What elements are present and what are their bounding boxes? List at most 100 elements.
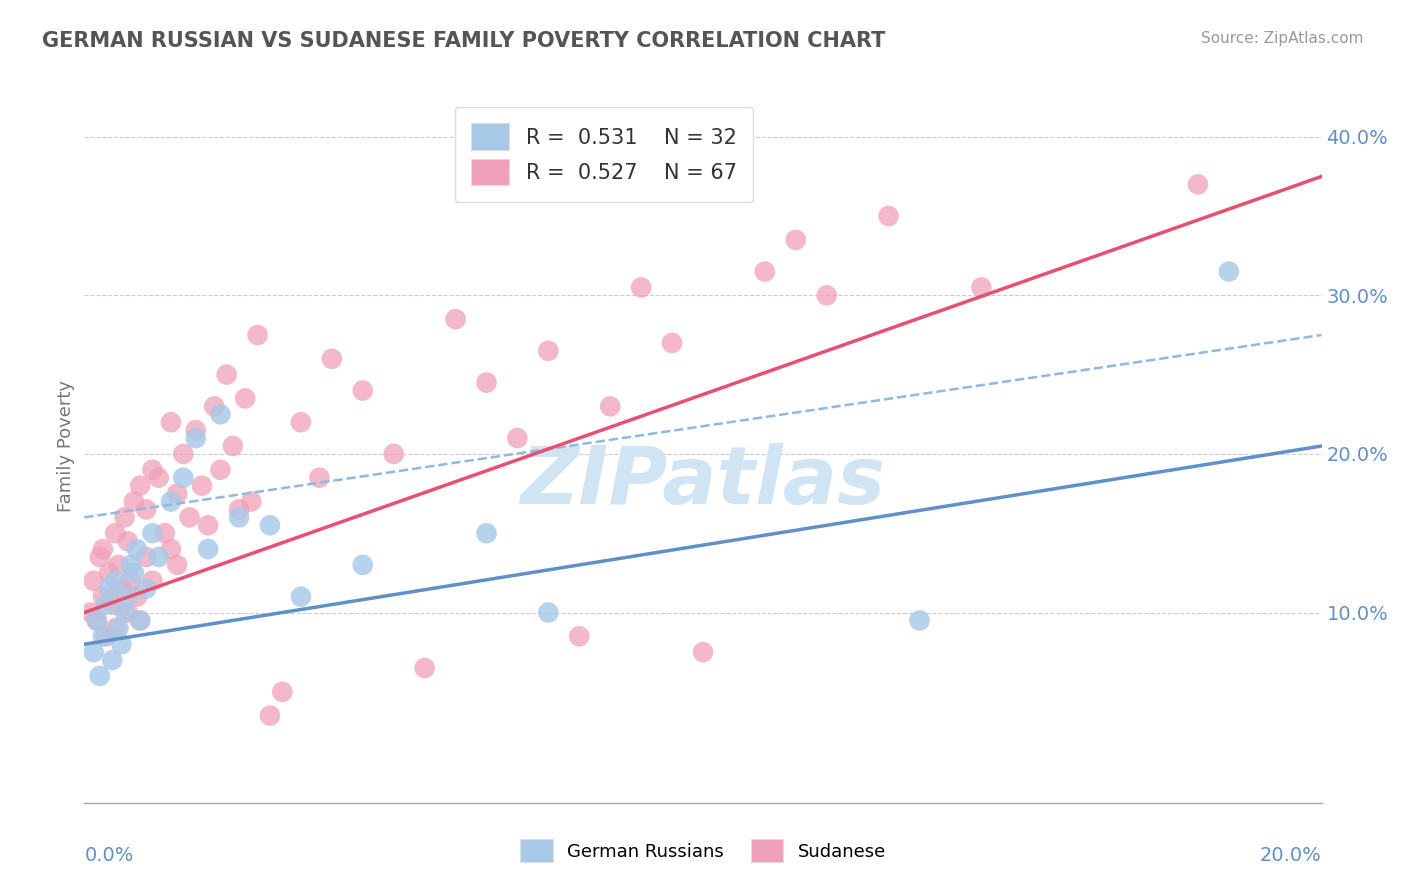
Point — [122, 566, 145, 580]
Point — [290, 415, 312, 429]
Point — [166, 558, 188, 572]
Legend: German Russians, Sudanese: German Russians, Sudanese — [513, 832, 893, 870]
Point — [222, 439, 245, 453]
Point — [98, 566, 121, 580]
Point — [233, 392, 256, 406]
Point — [537, 343, 560, 358]
Point — [129, 614, 152, 628]
Point — [104, 621, 127, 635]
Point — [91, 590, 114, 604]
Point — [184, 423, 207, 437]
Point — [89, 549, 111, 564]
Point — [101, 653, 124, 667]
Point — [135, 549, 157, 564]
Point — [970, 280, 993, 294]
Point — [110, 582, 132, 596]
Point — [661, 335, 683, 350]
Point — [240, 494, 263, 508]
Point — [86, 614, 108, 628]
Point — [160, 415, 183, 429]
Point — [877, 209, 900, 223]
Point — [259, 708, 281, 723]
Point — [91, 542, 114, 557]
Point — [153, 526, 176, 541]
Point — [815, 288, 838, 302]
Point — [475, 526, 498, 541]
Point — [83, 645, 105, 659]
Point — [228, 502, 250, 516]
Point — [308, 471, 330, 485]
Point — [197, 542, 219, 557]
Point — [148, 549, 170, 564]
Point — [785, 233, 807, 247]
Point — [104, 526, 127, 541]
Point — [107, 621, 129, 635]
Point — [444, 312, 467, 326]
Point — [382, 447, 405, 461]
Point — [202, 400, 225, 414]
Point — [141, 463, 163, 477]
Point — [352, 384, 374, 398]
Point — [160, 494, 183, 508]
Point — [413, 661, 436, 675]
Point — [110, 637, 132, 651]
Point — [908, 614, 931, 628]
Point — [630, 280, 652, 294]
Point — [568, 629, 591, 643]
Point — [475, 376, 498, 390]
Point — [114, 606, 136, 620]
Point — [209, 463, 232, 477]
Point — [184, 431, 207, 445]
Point — [537, 606, 560, 620]
Point — [506, 431, 529, 445]
Point — [94, 629, 117, 643]
Point — [79, 606, 101, 620]
Point — [197, 518, 219, 533]
Point — [125, 542, 148, 557]
Point — [166, 486, 188, 500]
Point — [135, 582, 157, 596]
Point — [290, 590, 312, 604]
Point — [98, 582, 121, 596]
Point — [117, 606, 139, 620]
Text: ZIPatlas: ZIPatlas — [520, 442, 886, 521]
Point — [191, 478, 214, 492]
Point — [141, 526, 163, 541]
Point — [104, 574, 127, 588]
Point — [172, 471, 194, 485]
Point — [117, 534, 139, 549]
Point — [352, 558, 374, 572]
Point — [215, 368, 238, 382]
Point — [120, 558, 142, 572]
Point — [122, 494, 145, 508]
Legend: R =  0.531    N = 32, R =  0.527    N = 67: R = 0.531 N = 32, R = 0.527 N = 67 — [454, 107, 754, 202]
Point — [120, 574, 142, 588]
Point — [754, 264, 776, 278]
Point — [179, 510, 201, 524]
Point — [141, 574, 163, 588]
Point — [107, 558, 129, 572]
Point — [86, 614, 108, 628]
Text: 20.0%: 20.0% — [1260, 846, 1322, 864]
Point — [91, 629, 114, 643]
Point — [135, 502, 157, 516]
Point — [129, 478, 152, 492]
Point — [148, 471, 170, 485]
Point — [83, 574, 105, 588]
Point — [172, 447, 194, 461]
Point — [94, 598, 117, 612]
Point — [259, 518, 281, 533]
Point — [125, 590, 148, 604]
Text: 0.0%: 0.0% — [84, 846, 134, 864]
Point — [89, 669, 111, 683]
Point — [1218, 264, 1240, 278]
Point — [692, 645, 714, 659]
Point — [117, 590, 139, 604]
Text: Source: ZipAtlas.com: Source: ZipAtlas.com — [1201, 31, 1364, 46]
Point — [101, 598, 124, 612]
Point — [1187, 178, 1209, 192]
Y-axis label: Family Poverty: Family Poverty — [56, 380, 75, 512]
Point — [209, 407, 232, 421]
Point — [228, 510, 250, 524]
Point — [246, 328, 269, 343]
